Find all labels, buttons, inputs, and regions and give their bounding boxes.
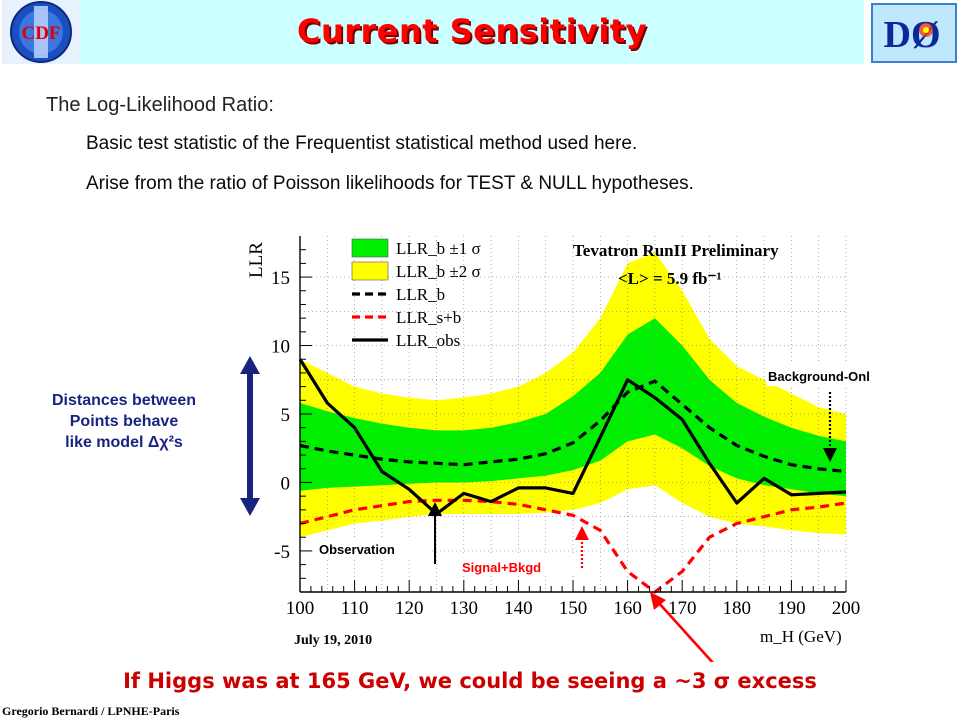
side-note-line-3: like model Δχ²s	[65, 434, 183, 451]
annotation-bg	[766, 364, 870, 386]
arrow-head	[428, 502, 442, 516]
x-tick-label: 160	[613, 598, 642, 619]
y-tick-label: -5	[274, 542, 290, 563]
legend-group: LLR_b ±1 σ LLR_b ±2 σ LLR_b LLR_s+b LLR_obs	[351, 238, 481, 350]
double-arrow-icon	[240, 356, 260, 516]
legend-label: LLR_obs	[396, 331, 460, 350]
x-tick-label: 120	[395, 598, 424, 619]
y-tick-label: 10	[271, 337, 290, 358]
arrow-head	[575, 526, 589, 540]
x-tick-label: 170	[668, 598, 697, 619]
grid-group	[299, 236, 847, 592]
cdf-logo-text: CDF	[21, 23, 60, 44]
y-tick-label: 15	[271, 268, 290, 289]
x-tick-label: 150	[559, 598, 588, 619]
annotation-bg	[316, 538, 432, 558]
caption-arrow-head	[650, 592, 666, 610]
series-line-1	[299, 498, 847, 594]
slide-title: Current Sensitivity	[296, 12, 648, 50]
series-line-2	[298, 358, 847, 516]
cdf-logo: CDF	[2, 0, 80, 64]
intro-heading: The Log-Likelihood Ratio:	[46, 94, 274, 116]
legend-label: LLR_b ±1 σ	[396, 239, 481, 258]
chart-title: Tevatron RunII Preliminary	[573, 241, 779, 260]
header-bar	[80, 0, 864, 64]
llr-chart: 100 110 120 130 140 150 160 170 180 190 200 -5 0 5 10 1…	[246, 236, 870, 662]
caption-arrow-line	[657, 601, 714, 662]
x-tick-label: 200	[832, 598, 861, 619]
d0-logo: DØ	[871, 3, 957, 63]
band-1	[300, 318, 846, 497]
side-note-line-1: Distances between	[51, 392, 197, 409]
side-note-line-2: Points behave	[69, 413, 179, 430]
annotation-background-only: Background-Only	[768, 369, 870, 384]
annotation-observation: Observation	[319, 542, 395, 557]
y-tick-label: 5	[281, 405, 291, 426]
series-group	[298, 358, 847, 594]
intro-line-2: Arise from the ratio of Poisson likeliho…	[86, 173, 694, 194]
legend-swatch	[351, 261, 389, 281]
legend-label: LLR_s+b	[396, 308, 461, 327]
legend-label: LLR_b	[396, 285, 445, 304]
series-line-0	[299, 379, 847, 474]
footer-author: Gregorio Bernardi / LPNHE-Paris	[2, 704, 180, 718]
side-note: Distances between Points behave like mod…	[18, 390, 230, 453]
date-label: July 19, 2010	[294, 633, 372, 648]
x-tick-label: 140	[504, 598, 533, 619]
intro-line-1: Basic test statistic of the Frequentist …	[86, 133, 638, 154]
y-axis-label: LLR	[246, 242, 267, 278]
legend-swatch	[351, 238, 389, 258]
axes-group: 100 110 120 130 140 150 160 170 180 190 200 -5 0 5 10 1…	[271, 236, 860, 619]
d0-logo-text: DØ	[884, 14, 941, 56]
chart-subtitle: <L> = 5.9 fb⁻¹	[618, 269, 722, 288]
annotation-group: Background-Only Observation Signal+Bkgd	[316, 364, 870, 662]
x-tick-label: 110	[341, 598, 369, 619]
annotation-signal-bkgd: Signal+Bkgd	[462, 560, 541, 575]
y-tick-label: 0	[281, 473, 291, 494]
annotation-bg	[458, 556, 578, 576]
x-tick-label: 180	[723, 598, 752, 619]
x-axis-label: m_H (GeV)	[760, 627, 842, 646]
arrow-head	[823, 448, 837, 462]
legend-label: LLR_b ±2 σ	[396, 262, 481, 281]
x-tick-label: 130	[450, 598, 479, 619]
x-tick-label: 100	[286, 598, 315, 619]
caption: If Higgs was at 165 GeV, we could be see…	[123, 669, 817, 693]
x-tick-label: 190	[777, 598, 806, 619]
